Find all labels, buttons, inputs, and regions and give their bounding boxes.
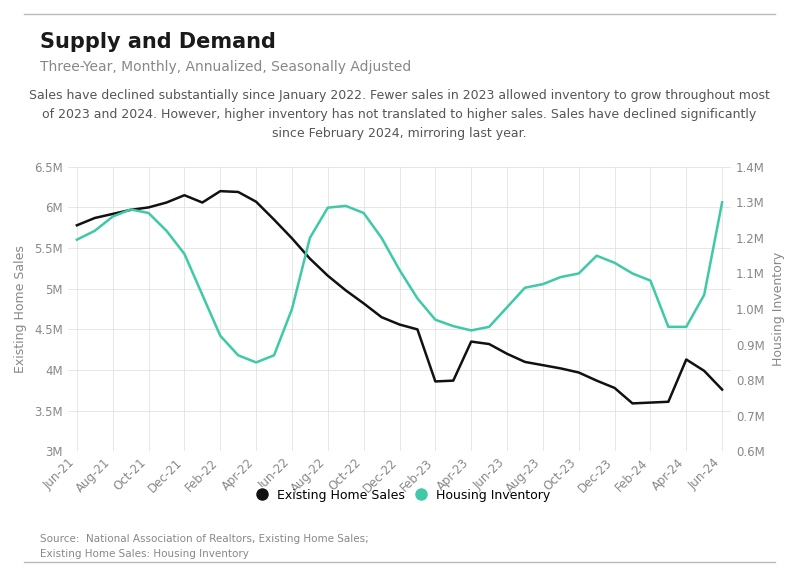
Text: Existing Home Sales: Housing Inventory: Existing Home Sales: Housing Inventory bbox=[40, 549, 248, 559]
Y-axis label: Existing Home Sales: Existing Home Sales bbox=[14, 245, 27, 373]
Text: Supply and Demand: Supply and Demand bbox=[40, 32, 276, 52]
Y-axis label: Housing Inventory: Housing Inventory bbox=[772, 252, 785, 366]
Text: Sales have declined substantially since January 2022. Fewer sales in 2023 allowe: Sales have declined substantially since … bbox=[29, 89, 770, 140]
Text: Three-Year, Monthly, Annualized, Seasonally Adjusted: Three-Year, Monthly, Annualized, Seasona… bbox=[40, 60, 411, 74]
Legend: Existing Home Sales, Housing Inventory: Existing Home Sales, Housing Inventory bbox=[244, 484, 555, 507]
Text: Source:  National Association of Realtors, Existing Home Sales;: Source: National Association of Realtors… bbox=[40, 534, 368, 543]
